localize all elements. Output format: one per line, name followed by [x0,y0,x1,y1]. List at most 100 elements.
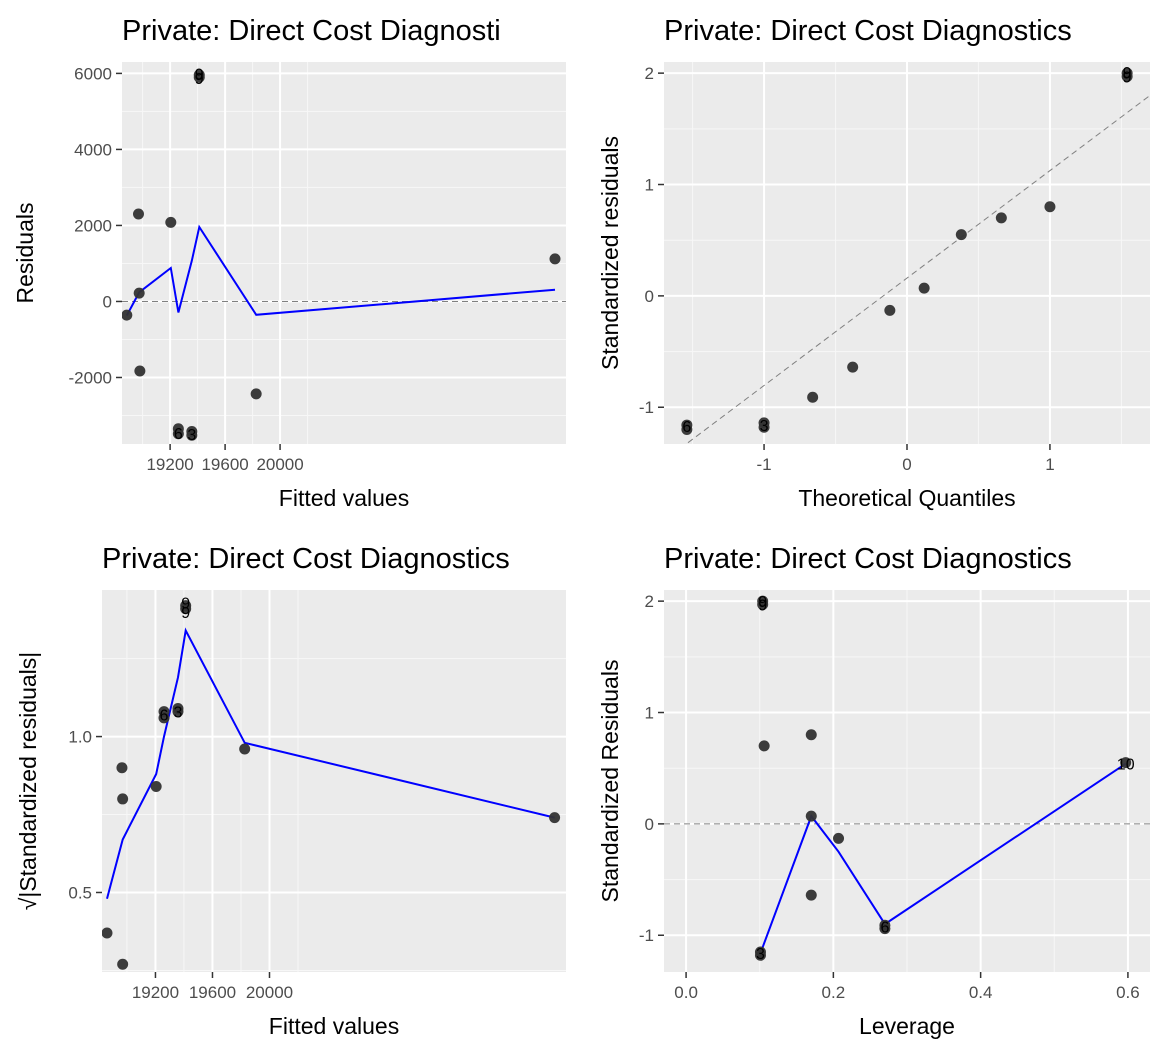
point-label: 9 [758,594,767,611]
data-point [757,598,769,610]
x-tick-label: 20000 [246,983,293,1002]
y-tick-label: -1 [639,926,654,945]
diagnostic-panel-1: 99 6 3 19200 19600 20000 -2000 0 2000 4000 6000 Fit… [12,15,566,511]
point-label: 9 [1123,69,1132,86]
y-tick-label: 2 [645,64,654,83]
x-axis-title: Theoretical Quantiles [798,485,1015,511]
point-label: 10 [1117,757,1135,774]
x-tick-label: 1 [1045,455,1054,474]
data-point [132,208,144,220]
panel-title: Private: Direct Cost Diagnostics [664,15,1072,47]
data-point [172,428,184,440]
point-label: 9 [181,595,190,612]
point-label: 9 [758,597,767,614]
y-axis-title: Standardized residuals [597,136,623,370]
smoothing-line [759,762,1127,954]
data-point [117,958,129,970]
point-label: 3 [760,418,769,435]
data-point [549,253,561,265]
data-point [172,706,184,718]
data-point [1121,70,1133,82]
data-point [165,216,177,228]
panel-background [102,590,566,972]
data-point [847,361,859,373]
y-axis-title: Residuals [12,203,38,304]
y-tick-label: 1 [645,704,654,723]
point-label: 9 [1123,65,1132,82]
data-point [117,793,129,805]
data-point [180,603,192,615]
x-tick-label: 0 [902,455,911,474]
y-tick-label: 4000 [74,140,112,159]
point-label: 9 [181,605,190,622]
panel-title: Private: Direct Cost Diagnostics [102,543,510,575]
data-point [102,927,113,939]
data-point [116,762,128,774]
data-point [193,71,205,83]
y-axis-title: √|Standardized residuals| [15,652,41,911]
point-label: 9 [195,71,204,88]
x-tick-label: 0.4 [969,983,993,1002]
y-axis-title: Standardized Residuals [597,660,623,903]
y-tick-label: 0.5 [68,883,92,902]
data-point [805,810,817,822]
x-tick-label: 20000 [256,455,303,474]
data-point [805,729,817,741]
y-tick-label: 2000 [74,216,112,235]
x-tick-label: -1 [756,455,771,474]
point-label: 6 [880,919,889,936]
x-tick-label: 19600 [201,455,248,474]
x-tick-label: 19200 [146,455,193,474]
point-label: 3 [756,946,765,963]
point-label: 6 [160,708,169,725]
y-tick-label: 6000 [74,64,112,83]
data-point [549,812,561,824]
data-point [122,309,133,321]
data-point [758,421,770,433]
data-point [1120,757,1132,769]
data-point [833,832,845,844]
y-tick-label: 0 [645,815,654,834]
x-tick-label: 0.0 [674,983,698,1002]
smoothing-line [106,627,555,899]
point-label: 9 [195,66,204,83]
data-point [955,229,967,241]
point-label: 6 [682,419,691,436]
data-point [133,287,145,299]
smoothing-line [125,224,556,316]
panel-title: Private: Direct Cost Diagnosti [122,15,501,47]
data-point [918,282,930,294]
point-label: 6 [174,426,183,443]
x-tick-label: 19600 [189,983,236,1002]
data-point [879,923,891,935]
y-tick-label: 0 [645,287,654,306]
data-point [995,212,1007,224]
panel-background [122,62,566,444]
y-tick-label: -1 [639,398,654,417]
x-tick-label: 0.6 [1116,983,1140,1002]
x-axis-title: Fitted values [269,1013,399,1039]
data-point [805,889,817,901]
x-axis-title: Fitted values [279,485,409,511]
data-point [150,780,162,792]
x-tick-label: 19200 [132,983,179,1002]
x-axis-title: Leverage [859,1013,955,1039]
data-point [1044,201,1056,213]
y-tick-label: 1 [645,176,654,195]
y-tick-label: -2000 [69,368,112,387]
data-point [754,949,766,961]
data-point [807,391,819,403]
data-point [186,429,198,441]
y-tick-label: 1.0 [68,728,92,747]
diagnostic-panel-3: 99 6 3 19200 19600 20000 0.5 1.0 Fitted values √|… [15,543,566,1039]
data-point [250,388,262,400]
data-point [239,743,251,755]
data-point [681,424,693,436]
x-tick-label: 0.2 [822,983,846,1002]
point-label: 3 [187,427,196,444]
diagnostic-panel-2: 99 6 3 -1 0 1 -1 0 1 2 Theoretical Quantiles Standa… [597,15,1150,511]
point-label: 3 [174,705,183,722]
y-tick-label: 0 [103,292,112,311]
